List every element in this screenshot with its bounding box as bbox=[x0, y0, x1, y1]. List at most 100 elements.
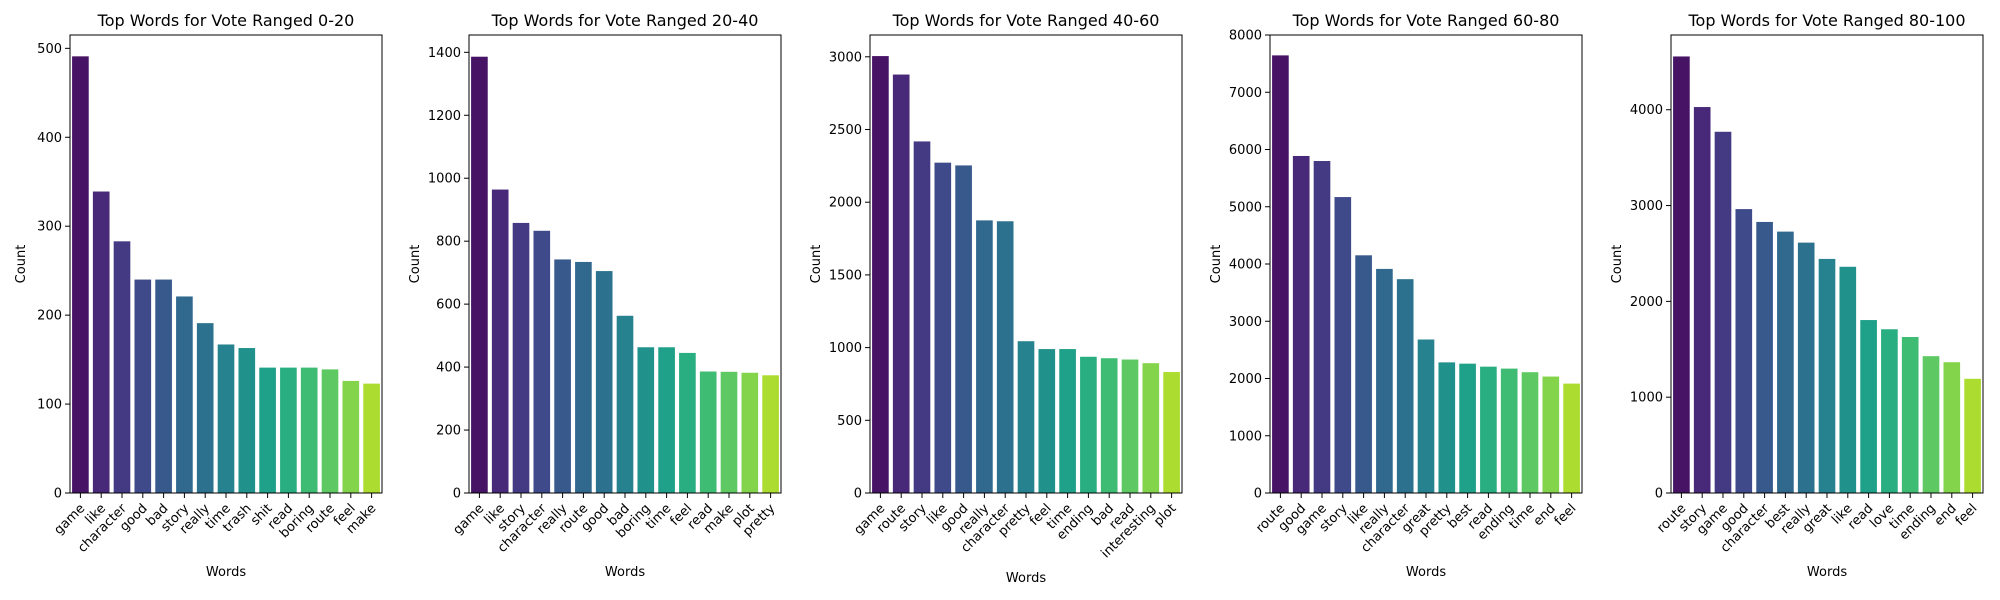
bar-pretty bbox=[762, 375, 779, 493]
bar-great bbox=[1818, 258, 1836, 493]
bar-time bbox=[217, 344, 235, 493]
y-tick-label: 200 bbox=[436, 424, 461, 439]
y-axis-label: Count bbox=[408, 245, 423, 284]
bar-read bbox=[1860, 320, 1877, 493]
bar-like bbox=[934, 162, 952, 493]
bar-story bbox=[1693, 107, 1711, 494]
bar-good bbox=[595, 271, 613, 493]
y-tick-label: 0 bbox=[1655, 487, 1663, 502]
bar-best bbox=[1459, 363, 1476, 493]
x-tick-label: feel bbox=[1953, 501, 1981, 529]
bar-make bbox=[720, 371, 738, 493]
y-tick-label: 4000 bbox=[1229, 258, 1262, 273]
y-tick-label: 1000 bbox=[829, 341, 862, 356]
y-axis-label: Count bbox=[14, 245, 29, 284]
bar-boring bbox=[637, 347, 655, 493]
bar-character bbox=[1396, 279, 1414, 493]
chart-title: Top Words for Vote Ranged 0-20 bbox=[97, 11, 355, 30]
bar-ending bbox=[1500, 368, 1518, 493]
bar-bad bbox=[155, 279, 172, 493]
bar-route bbox=[892, 74, 910, 494]
bar-game bbox=[471, 56, 488, 493]
bar-boring bbox=[300, 367, 318, 493]
bar-good bbox=[1735, 209, 1753, 493]
bar-end bbox=[1542, 376, 1560, 493]
y-tick-label: 1000 bbox=[1229, 429, 1262, 444]
bar-read bbox=[699, 371, 717, 493]
y-tick-label: 2000 bbox=[1229, 372, 1262, 387]
bar-feel bbox=[1964, 378, 1981, 493]
bar-really bbox=[196, 323, 214, 493]
bar-interesting bbox=[1142, 363, 1160, 493]
y-axis-label: Count bbox=[809, 245, 824, 284]
y-axis-label: Count bbox=[1610, 245, 1625, 284]
bar-feel bbox=[679, 352, 696, 493]
bar-story bbox=[512, 222, 530, 494]
bar-time bbox=[1521, 372, 1539, 493]
bar-good bbox=[955, 165, 972, 494]
y-tick-label: 2500 bbox=[829, 123, 862, 138]
y-tick-label: 3000 bbox=[1229, 315, 1262, 330]
bar-plot bbox=[1163, 372, 1180, 493]
bar-bad bbox=[616, 315, 634, 493]
bar-end bbox=[1943, 362, 1961, 493]
x-tick-label: feel bbox=[1552, 501, 1580, 529]
y-tick-label: 8000 bbox=[1229, 29, 1262, 44]
y-tick-label: 1000 bbox=[428, 172, 461, 187]
bar-time bbox=[1059, 349, 1076, 493]
y-tick-label: 600 bbox=[436, 298, 461, 313]
x-tick-label: plot bbox=[1151, 501, 1179, 529]
chart-panel-3: 050010001500200025003000gameroutestoryli… bbox=[809, 11, 1183, 586]
bar-character bbox=[996, 221, 1014, 493]
y-tick-label: 5000 bbox=[1229, 200, 1262, 215]
bar-like bbox=[1839, 266, 1857, 493]
bar-character bbox=[1756, 221, 1773, 493]
y-tick-label: 100 bbox=[37, 398, 62, 413]
y-axis-label: Count bbox=[1209, 245, 1224, 284]
bar-love bbox=[1881, 329, 1898, 493]
x-axis-label: Words bbox=[1406, 565, 1446, 580]
y-tick-label: 400 bbox=[37, 131, 62, 146]
y-tick-label: 1200 bbox=[428, 109, 461, 124]
chart-title: Top Words for Vote Ranged 80-100 bbox=[1687, 11, 1965, 30]
bar-like bbox=[491, 189, 509, 493]
bar-really bbox=[554, 259, 571, 493]
y-tick-label: 6000 bbox=[1229, 143, 1262, 158]
bar-good bbox=[1292, 155, 1310, 493]
y-tick-label: 1000 bbox=[1630, 391, 1663, 406]
bar-feel bbox=[342, 380, 360, 493]
bar-bad bbox=[1100, 358, 1118, 493]
y-tick-label: 0 bbox=[854, 487, 862, 502]
bar-ending bbox=[1080, 356, 1097, 493]
bar-game bbox=[872, 56, 889, 493]
chart-title: Top Words for Vote Ranged 20-40 bbox=[491, 11, 759, 30]
bar-character bbox=[533, 230, 551, 494]
bar-read bbox=[280, 367, 297, 493]
bar-plot bbox=[741, 372, 759, 493]
y-tick-label: 1500 bbox=[829, 268, 862, 283]
bar-trash bbox=[238, 348, 256, 493]
bar-really bbox=[1376, 268, 1393, 493]
bar-read bbox=[1121, 359, 1139, 493]
bar-game bbox=[1714, 131, 1732, 493]
bar-story bbox=[1334, 197, 1352, 493]
chart-panel-4: 010002000300040005000600070008000routego… bbox=[1209, 11, 1583, 580]
bar-route bbox=[1272, 55, 1289, 493]
bar-route bbox=[1673, 56, 1690, 494]
chart-title: Top Words for Vote Ranged 40-60 bbox=[892, 11, 1160, 30]
y-tick-label: 1400 bbox=[428, 46, 461, 61]
y-tick-label: 7000 bbox=[1229, 86, 1262, 101]
y-tick-label: 2000 bbox=[829, 196, 862, 211]
bar-like bbox=[1355, 255, 1372, 493]
bar-good bbox=[134, 279, 152, 493]
y-tick-label: 4000 bbox=[1630, 103, 1663, 118]
bar-game bbox=[72, 56, 89, 494]
y-tick-label: 0 bbox=[453, 487, 461, 502]
bar-really bbox=[1797, 242, 1815, 493]
bar-story bbox=[176, 296, 193, 493]
bar-really bbox=[976, 220, 993, 493]
bar-story bbox=[913, 141, 931, 493]
chart-title: Top Words for Vote Ranged 60-80 bbox=[1292, 11, 1560, 30]
y-tick-label: 200 bbox=[37, 309, 62, 324]
y-tick-label: 400 bbox=[436, 361, 461, 376]
